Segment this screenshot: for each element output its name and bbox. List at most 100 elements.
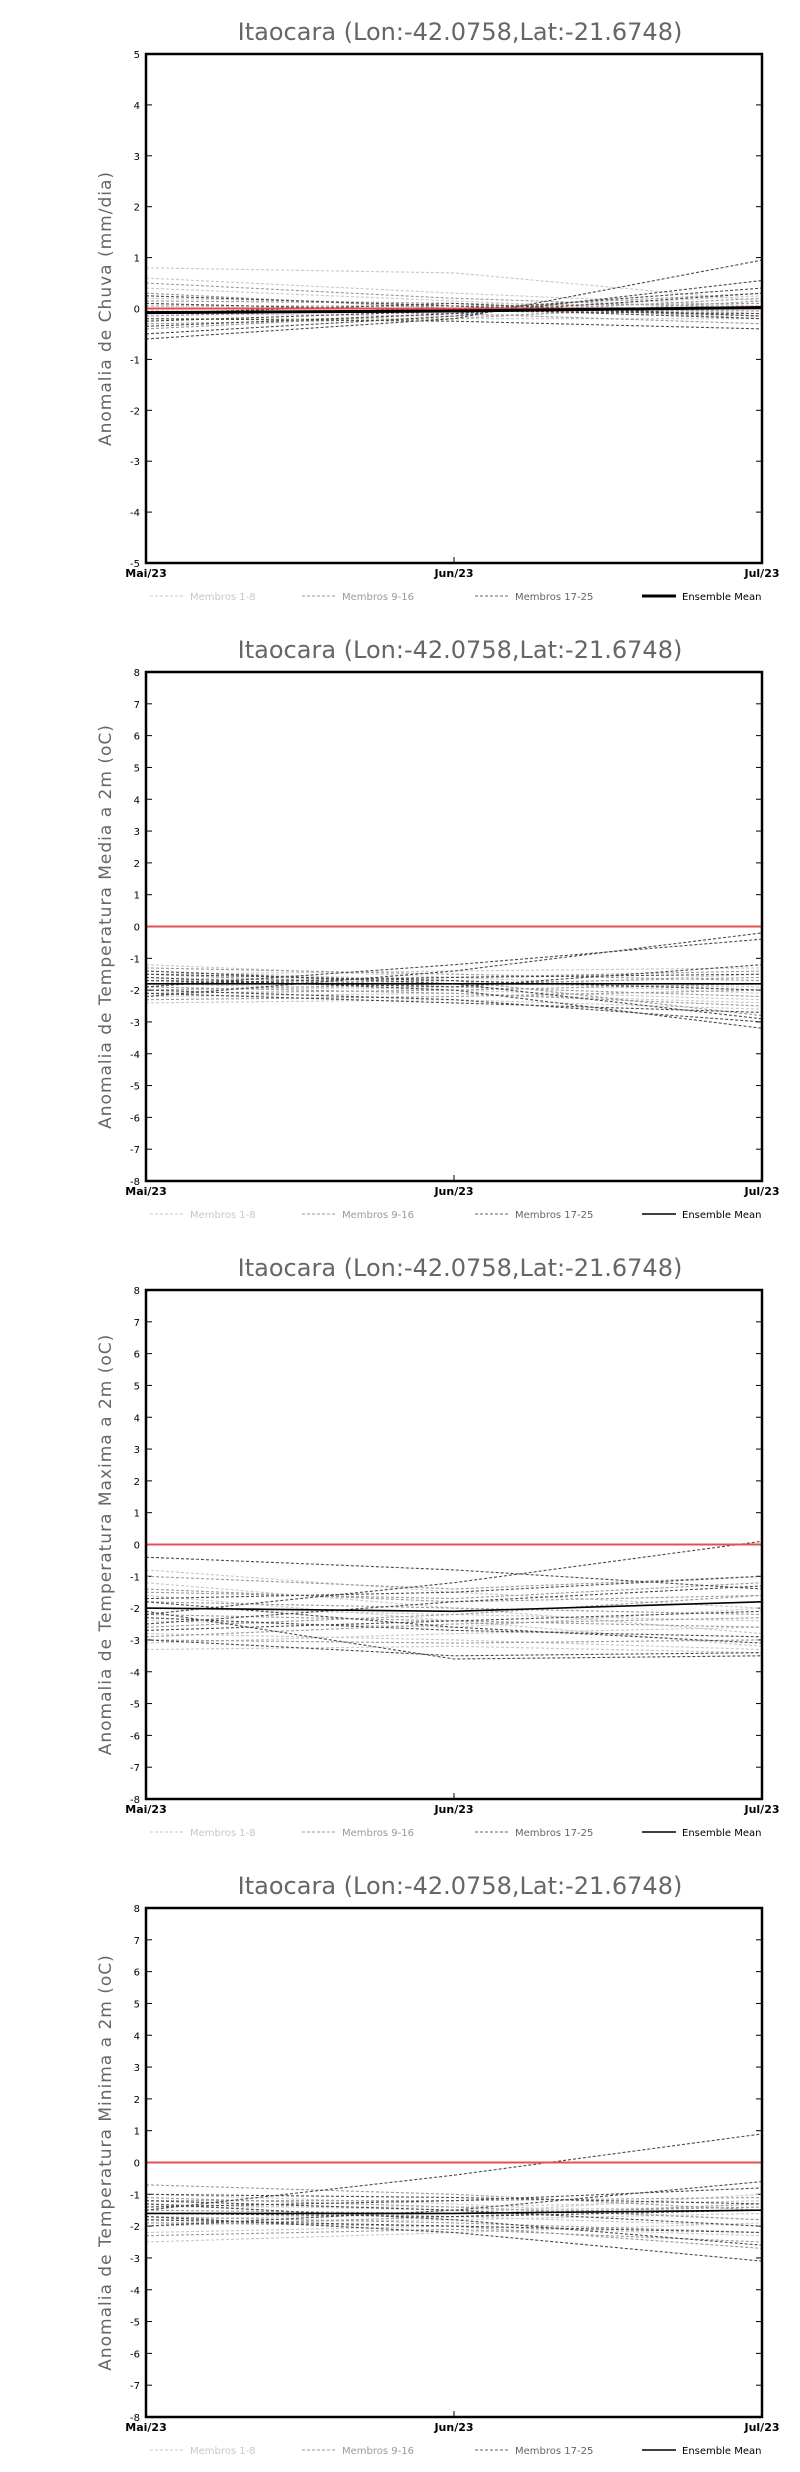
y-tick-label: -3: [130, 1636, 140, 1647]
chart-title: Itaocara (Lon:-42.0758,Lat:-21.6748): [238, 1872, 683, 1900]
member-line-13: [145, 983, 763, 994]
y-tick-label: 0: [134, 305, 140, 316]
y-tick-label: 7: [134, 700, 140, 711]
member-line-21: [145, 989, 763, 1023]
x-tick-label: Jun/23: [433, 2421, 473, 2434]
member-line-4: [145, 1607, 763, 1622]
member-line-21: [145, 302, 763, 317]
member-line-19: [145, 1639, 763, 1657]
y-tick-label: -2: [130, 406, 140, 417]
member-line-23: [145, 992, 763, 1013]
member-line-25: [145, 295, 763, 317]
legend-entry-2: Membros 9-16: [302, 1210, 414, 1221]
legend-entry-2: Membros 9-16: [302, 592, 414, 603]
y-tick-label: 5: [134, 763, 140, 774]
member-line-7: [145, 1626, 763, 1644]
y-tick-label: 0: [134, 2159, 140, 2170]
x-tick-label: Jun/23: [433, 567, 473, 580]
y-tick-label: 2: [134, 203, 140, 214]
chart-panel-temperatura-minima: Itaocara (Lon:-42.0758,Lat:-21.6748) Anom…: [0, 1854, 800, 2472]
member-line-7: [146, 2200, 763, 2208]
legend-label: Membros 9-16: [342, 1828, 414, 1839]
member-line-13: [145, 2203, 763, 2227]
member-line-6: [145, 992, 763, 1004]
y-tick-label: 6: [134, 732, 140, 743]
member-line-13: [145, 1594, 763, 1628]
member-line-25: [145, 973, 763, 991]
member-line-11: [145, 1601, 763, 1616]
member-line-17: [145, 2133, 763, 2211]
y-tick-label: -1: [130, 954, 140, 965]
y-tick-label: -2: [130, 986, 140, 997]
legend-entry-4: Ensemble Mean: [642, 592, 761, 603]
y-tick-label: 6: [134, 1968, 140, 1979]
y-tick-label: 0: [134, 1541, 140, 1552]
x-tick-label: Mai/23: [125, 2421, 166, 2434]
y-tick-label: 4: [134, 1413, 140, 1424]
member-line-7: [145, 307, 763, 317]
member-line-14: [145, 2228, 763, 2243]
y-tick-label: -8: [130, 2413, 140, 2424]
member-line-18: [145, 1540, 763, 1616]
member-line-18: [145, 279, 763, 335]
member-line-10: [145, 292, 763, 310]
x-tick-label: Jul/23: [743, 1185, 779, 1198]
y-tick-label: -1: [130, 1572, 140, 1583]
member-line-17: [145, 932, 763, 998]
legend-entry-3: Membros 17-25: [475, 2446, 593, 2457]
member-line-2: [145, 277, 763, 307]
y-tick-label: 2: [134, 1477, 140, 1488]
y-tick-label: -4: [130, 1668, 140, 1679]
member-line-10: [145, 1588, 763, 1603]
member-line-1: [145, 2193, 763, 2221]
chart-panel-temperatura-maxima: Itaocara (Lon:-42.0758,Lat:-21.6748) Anom…: [0, 1236, 800, 1854]
y-tick-label: -8: [130, 1795, 140, 1806]
member-line-2: [145, 970, 763, 994]
y-tick-label: 5: [134, 1999, 140, 2010]
y-tick-label: 8: [134, 1286, 140, 1297]
legend-entry-3: Membros 17-25: [475, 1210, 593, 1221]
legend-label: Membros 17-25: [515, 1210, 593, 1221]
y-tick-label: -7: [130, 2381, 140, 2392]
y-tick-label: 0: [134, 923, 140, 934]
member-line-24: [145, 2209, 763, 2218]
legend-entry-4: Ensemble Mean: [642, 1828, 761, 1839]
y-tick-label: 1: [134, 1509, 140, 1520]
member-line-8: [145, 2193, 763, 2221]
member-line-8: [145, 1645, 763, 1654]
legend-label: Membros 17-25: [515, 2446, 593, 2457]
member-line-12: [145, 1613, 763, 1628]
member-line-25: [145, 2193, 763, 2205]
member-line-3: [145, 1594, 763, 1647]
y-tick-label: 2: [134, 2095, 140, 2106]
member-line-12: [145, 986, 763, 1007]
member-line-10: [145, 973, 763, 998]
member-line-9: [145, 282, 763, 310]
member-line-23: [145, 302, 763, 315]
y-tick-label: -5: [130, 1700, 140, 1711]
x-tick-label: Jun/23: [433, 1803, 473, 1816]
member-line-4: [145, 983, 763, 1001]
y-axis-label: Anomalia de Temperatura Media a 2m (oC): [96, 724, 116, 1129]
x-tick-label: Jul/23: [743, 567, 779, 580]
y-tick-label: -7: [130, 1145, 140, 1156]
legend-entry-2: Membros 9-16: [302, 1828, 414, 1839]
legend-label: Membros 1-8: [190, 1828, 256, 1839]
member-line-23: [145, 2200, 763, 2227]
x-tick-label: Mai/23: [125, 567, 166, 580]
member-line-15: [145, 976, 763, 991]
y-tick-label: -6: [130, 1731, 140, 1742]
x-tick-label: Jul/23: [743, 2421, 779, 2434]
legend-label: Membros 9-16: [342, 592, 414, 603]
chart-svg: Itaocara (Lon:-42.0758,Lat:-21.6748) Anom…: [96, 1872, 780, 2457]
legend-entry-3: Membros 17-25: [475, 592, 593, 603]
chart-panel-chuva: Itaocara (Lon:-42.0758,Lat:-21.6748) Anom…: [0, 0, 800, 618]
y-tick-label: -8: [130, 1177, 140, 1188]
member-line-22: [145, 2219, 763, 2234]
y-tick-label: -2: [130, 2222, 140, 2233]
member-line-9: [145, 967, 763, 982]
y-tick-label: -4: [130, 508, 140, 519]
y-tick-label: 1: [134, 2127, 140, 2138]
legend-entry-1: Membros 1-8: [150, 592, 256, 603]
y-tick-label: -6: [130, 2349, 140, 2360]
